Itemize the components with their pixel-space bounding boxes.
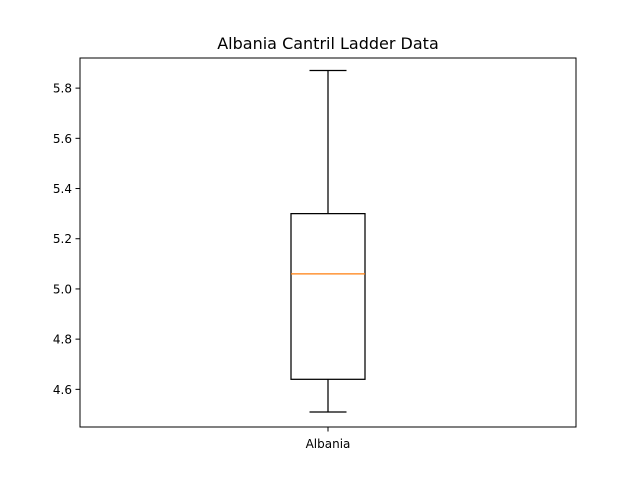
y-tick-label: 4.6	[53, 383, 72, 397]
chart-title: Albania Cantril Ladder Data	[217, 34, 439, 53]
y-tick-label: 5.0	[53, 282, 72, 296]
plot-area	[290, 69, 366, 413]
y-tick-label: 5.2	[53, 232, 72, 246]
x-tick-label: Albania	[306, 437, 351, 451]
axes-frame	[79, 57, 577, 428]
box-series-0	[290, 69, 366, 413]
box-iqr	[290, 213, 366, 380]
y-tick-label: 4.8	[53, 333, 72, 347]
axes: Albania 4.6 4.8 5.0 5.2 5.4 5.6 5.8	[53, 57, 577, 451]
y-tick-label: 5.8	[53, 82, 72, 96]
y-tick-label: 5.6	[53, 132, 72, 146]
y-tick-label: 5.4	[53, 182, 72, 196]
